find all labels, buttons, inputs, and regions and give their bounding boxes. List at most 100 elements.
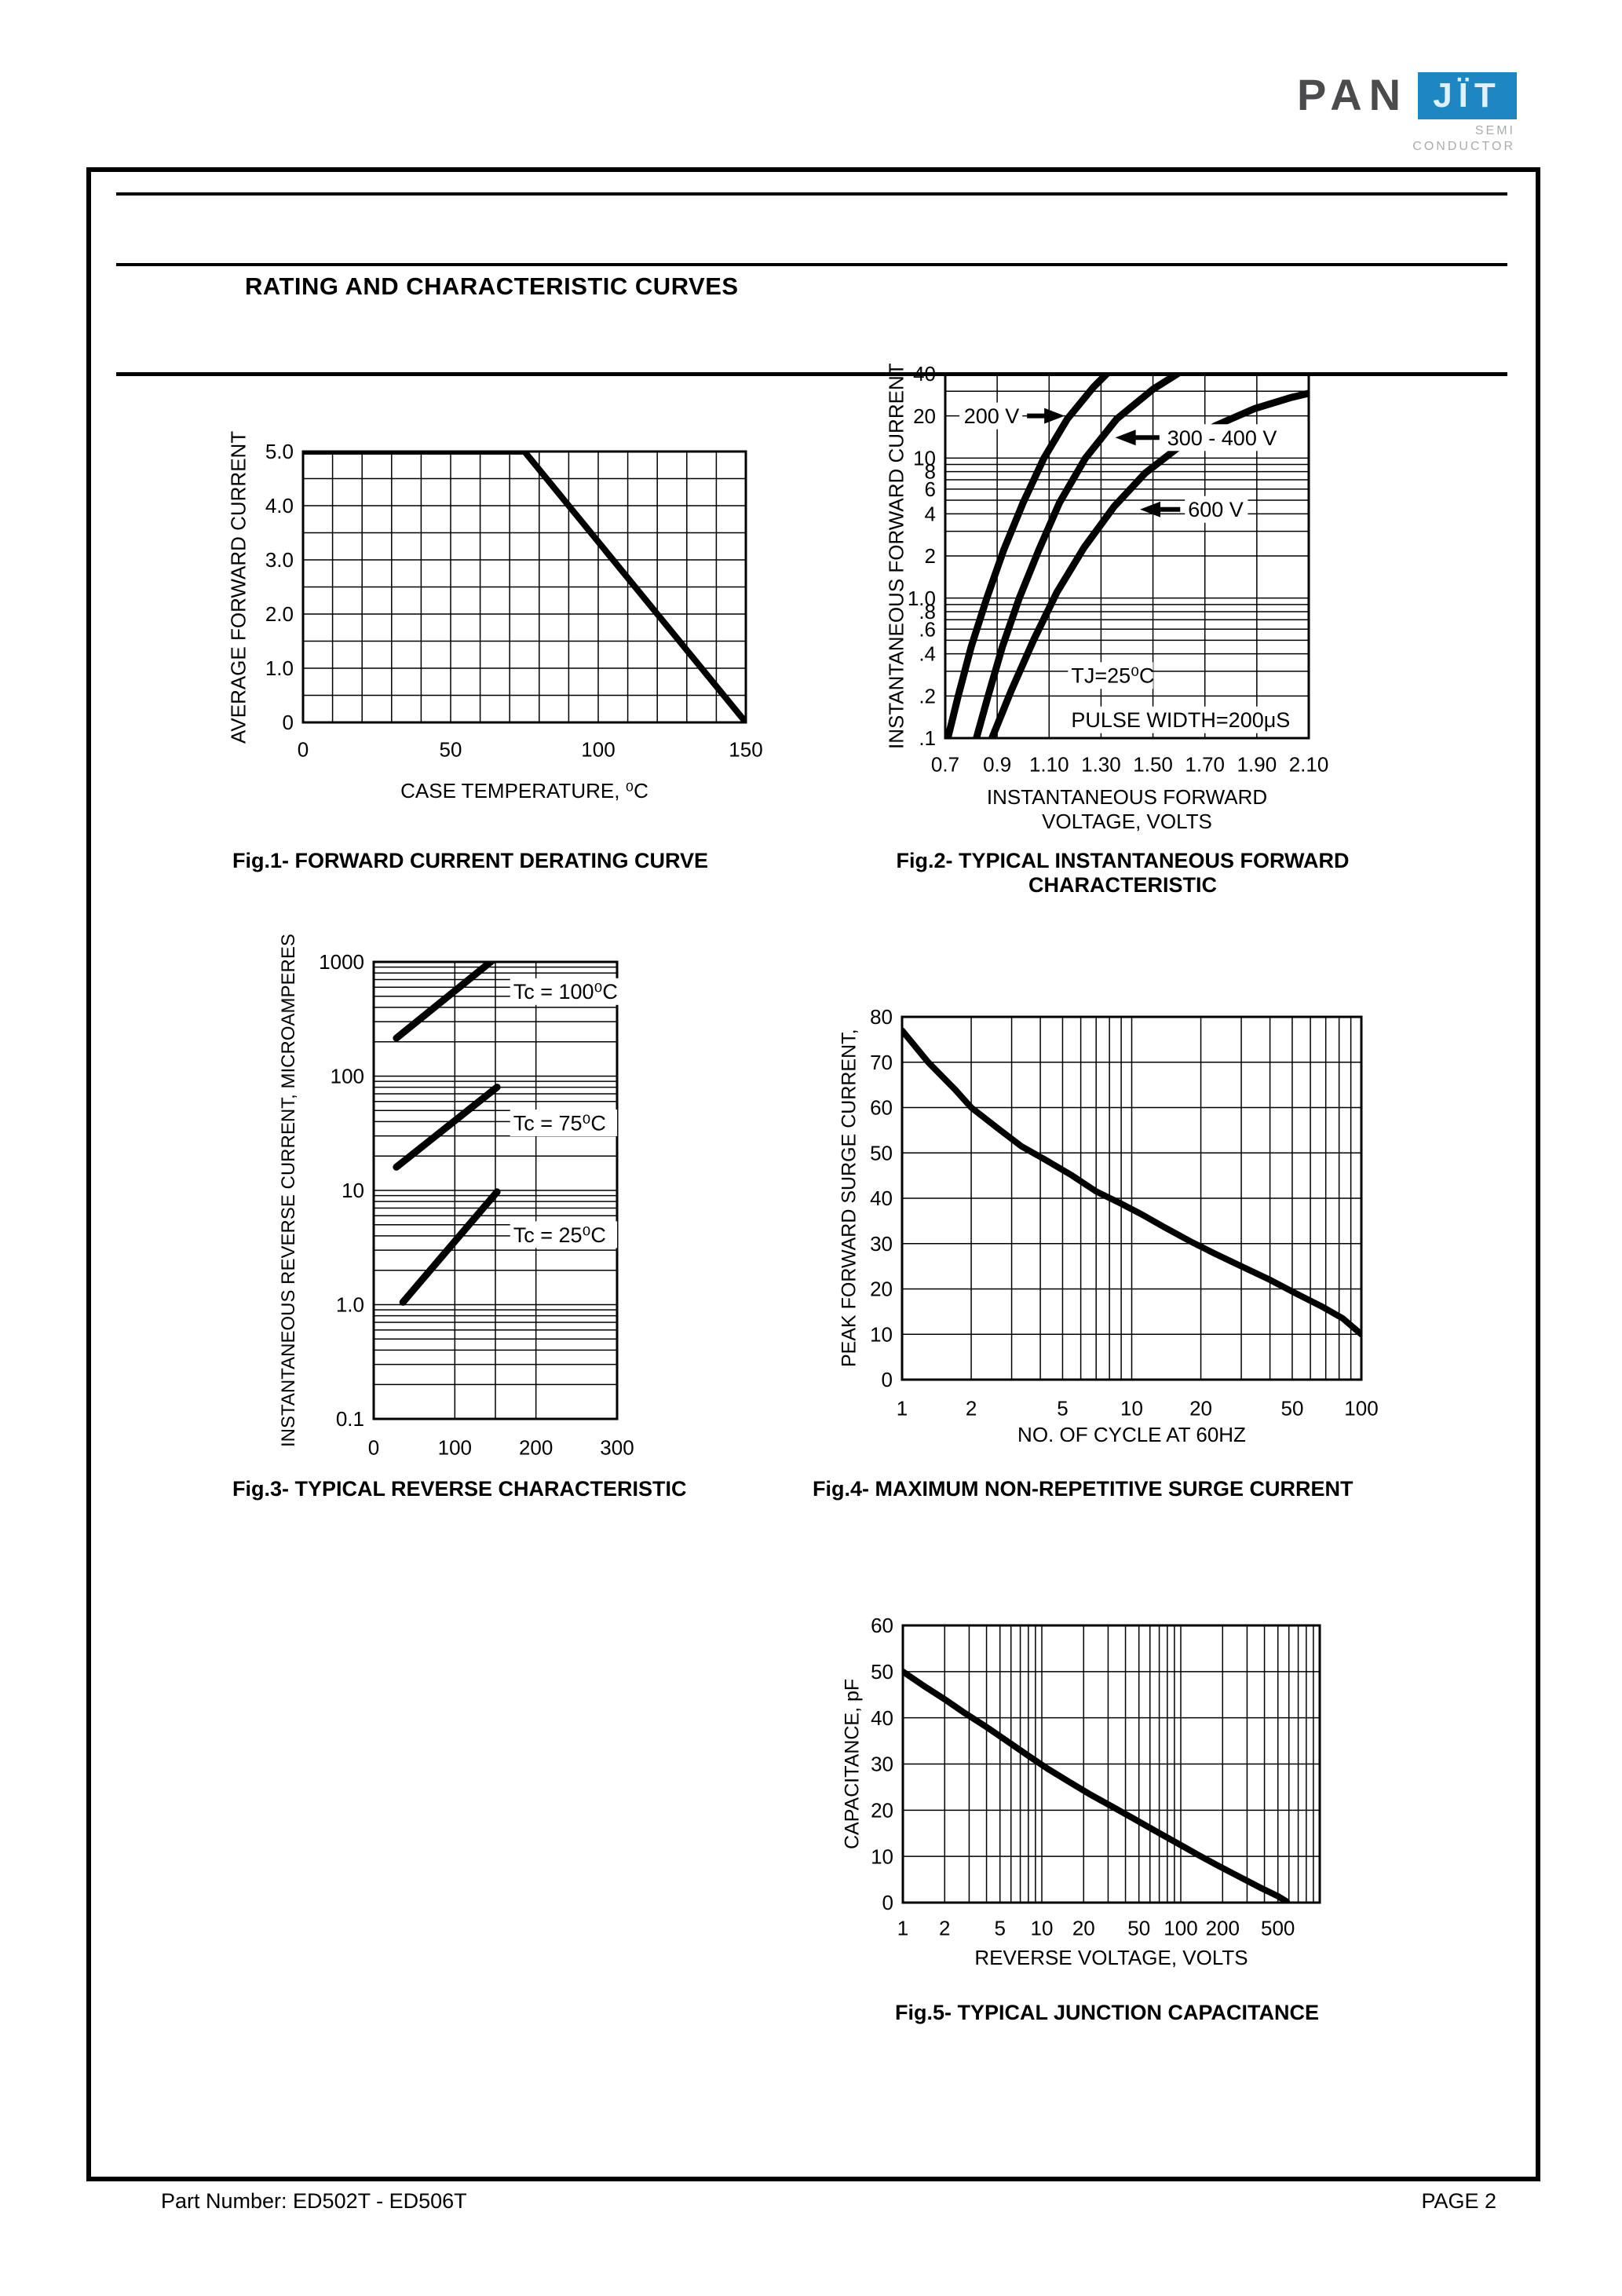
series-line (903, 1668, 1291, 1903)
series-line (945, 374, 1112, 738)
footer-part-number: Part Number: ED502T - ED506T (161, 2189, 467, 2213)
y-tick-label: .1 (919, 726, 936, 750)
x-tick-label: 5 (994, 1917, 1005, 1940)
x-tick-label: 1.50 (1133, 753, 1173, 777)
x-tick-label: 1.70 (1185, 753, 1225, 777)
x-tick-label: 20 (1189, 1397, 1212, 1420)
header-rule-1 (116, 192, 1507, 196)
y-tick-label: 0.1 (336, 1407, 364, 1431)
x-tick-label: 0.7 (931, 753, 959, 777)
series-line (988, 389, 1309, 738)
x-tick-label: 10 (1031, 1917, 1054, 1940)
series-line (393, 962, 497, 1042)
series-line (902, 1027, 1361, 1338)
y-tick-label: 30 (871, 1753, 893, 1776)
y-tick-label: 10 (342, 1179, 364, 1202)
logo-semi-text: SEMI (1474, 124, 1515, 137)
annotation-label: Tc = 25⁰C (513, 1223, 606, 1247)
x-tick-label: 0.9 (983, 753, 1011, 777)
x-tick-label: 2 (939, 1917, 950, 1940)
tick-labels: 5.0 4.0 3.0 2.0 1.0 00 50 100 150 (265, 440, 763, 762)
annotation-bg (1185, 495, 1248, 523)
fig3-caption: Fig.3- TYPICAL REVERSE CHARACTERISTIC (232, 1477, 687, 1501)
series-curves (393, 962, 501, 1306)
fig1-x-axis-title: CASE TEMPERATURE, ⁰C (400, 779, 648, 803)
x-tick-label: 0 (368, 1436, 379, 1460)
y-tick-label: 60 (870, 1096, 893, 1120)
y-tick-label: 1000 (319, 950, 364, 974)
plot-border (901, 1015, 1363, 1381)
series-line (393, 1084, 501, 1171)
x-tick-label: 50 (1280, 1397, 1303, 1420)
annotation-label: Tc = 100⁰C (513, 980, 618, 1004)
y-tick-label: 3.0 (265, 548, 294, 572)
page-title: RATING AND CHARACTERISTIC CURVES (245, 272, 739, 300)
y-tick-label: 80 (870, 1005, 893, 1029)
y-tick-label: 10 (913, 446, 936, 470)
annotation-arrowhead (1140, 501, 1161, 517)
series-line (973, 374, 1185, 738)
y-tick-label: 20 (870, 1278, 893, 1301)
x-tick-label: 1.30 (1081, 753, 1121, 777)
annotation-arrowhead (1044, 408, 1065, 424)
annotation-bg (1164, 424, 1294, 452)
y-tick-label: 10 (871, 1844, 893, 1868)
x-tick-label: 1.10 (1029, 753, 1069, 777)
fig1-plot: 5.0 4.0 3.0 2.0 1.0 00 50 100 150 (265, 440, 763, 762)
fig5-x-axis-title: REVERSE VOLTAGE, VOLTS (974, 1946, 1248, 1969)
y-tick-label: 2 (925, 544, 936, 568)
y-tick-label: 4 (925, 502, 936, 525)
y-tick-label: 8 (925, 460, 936, 484)
logo-jit-box: JÏT (1418, 72, 1517, 119)
x-tick-label: 150 (729, 738, 762, 762)
x-tick-label: 20 (1072, 1917, 1095, 1940)
x-tick-label: 200 (519, 1436, 553, 1460)
series-line (399, 1188, 501, 1306)
x-tick-label: 2 (966, 1397, 977, 1420)
series-curves (303, 452, 746, 722)
annotation-label: Tc = 75⁰C (513, 1111, 606, 1135)
x-tick-label: 0 (298, 738, 309, 762)
annotation-label: 200 V (964, 404, 1020, 428)
y-tick-label: .4 (919, 642, 936, 666)
fig1-caption: Fig.1- FORWARD CURRENT DERATING CURVE (232, 849, 709, 872)
y-tick-label: 0 (882, 1891, 893, 1914)
y-tick-label: 50 (870, 1141, 893, 1164)
y-tick-label: 70 (870, 1051, 893, 1074)
annotation-label: PULSE WIDTH=200μS (1071, 708, 1290, 732)
annotation-bg (510, 1110, 618, 1137)
y-tick-label: 20 (871, 1798, 893, 1822)
x-tick-label: 100 (1164, 1917, 1197, 1940)
series-line (303, 452, 746, 722)
grid (902, 1625, 1321, 1903)
fig5-caption: Fig.5- TYPICAL JUNCTION CAPACITANCE (894, 2001, 1319, 2024)
annotation-label: 300 - 400 V (1167, 426, 1277, 450)
y-tick-label: 20 (913, 404, 936, 428)
fig3-y-axis-title: INSTANTANEOUS REVERSE CURRENT, MICROAMPE… (278, 934, 299, 1447)
x-tick-label: 100 (438, 1436, 472, 1460)
x-tick-label: 300 (600, 1436, 634, 1460)
y-tick-label: 10 (870, 1322, 893, 1346)
series-curves (945, 374, 1309, 738)
grid (302, 451, 747, 723)
y-tick-label: .8 (919, 600, 936, 623)
series-curves (902, 1027, 1361, 1338)
y-tick-label: 1.0 (265, 656, 294, 680)
x-tick-label: 1 (897, 1917, 908, 1940)
x-tick-label: 200 (1206, 1917, 1240, 1940)
y-tick-label: 60 (871, 1614, 893, 1637)
fig2-caption: Fig.2- TYPICAL INSTANTANEOUS FORWARD CHA… (896, 849, 1350, 897)
tick-labels: 1000 100 10 1.0 0.10 100 200 300 (319, 950, 634, 1460)
plot-border (944, 372, 1310, 740)
fig4-x-axis-title: NO. OF CYCLE AT 60HZ (1017, 1423, 1246, 1446)
y-tick-label: 30 (870, 1232, 893, 1256)
x-tick-label: 50 (440, 738, 462, 762)
x-tick-label: 2.10 (1289, 753, 1329, 777)
